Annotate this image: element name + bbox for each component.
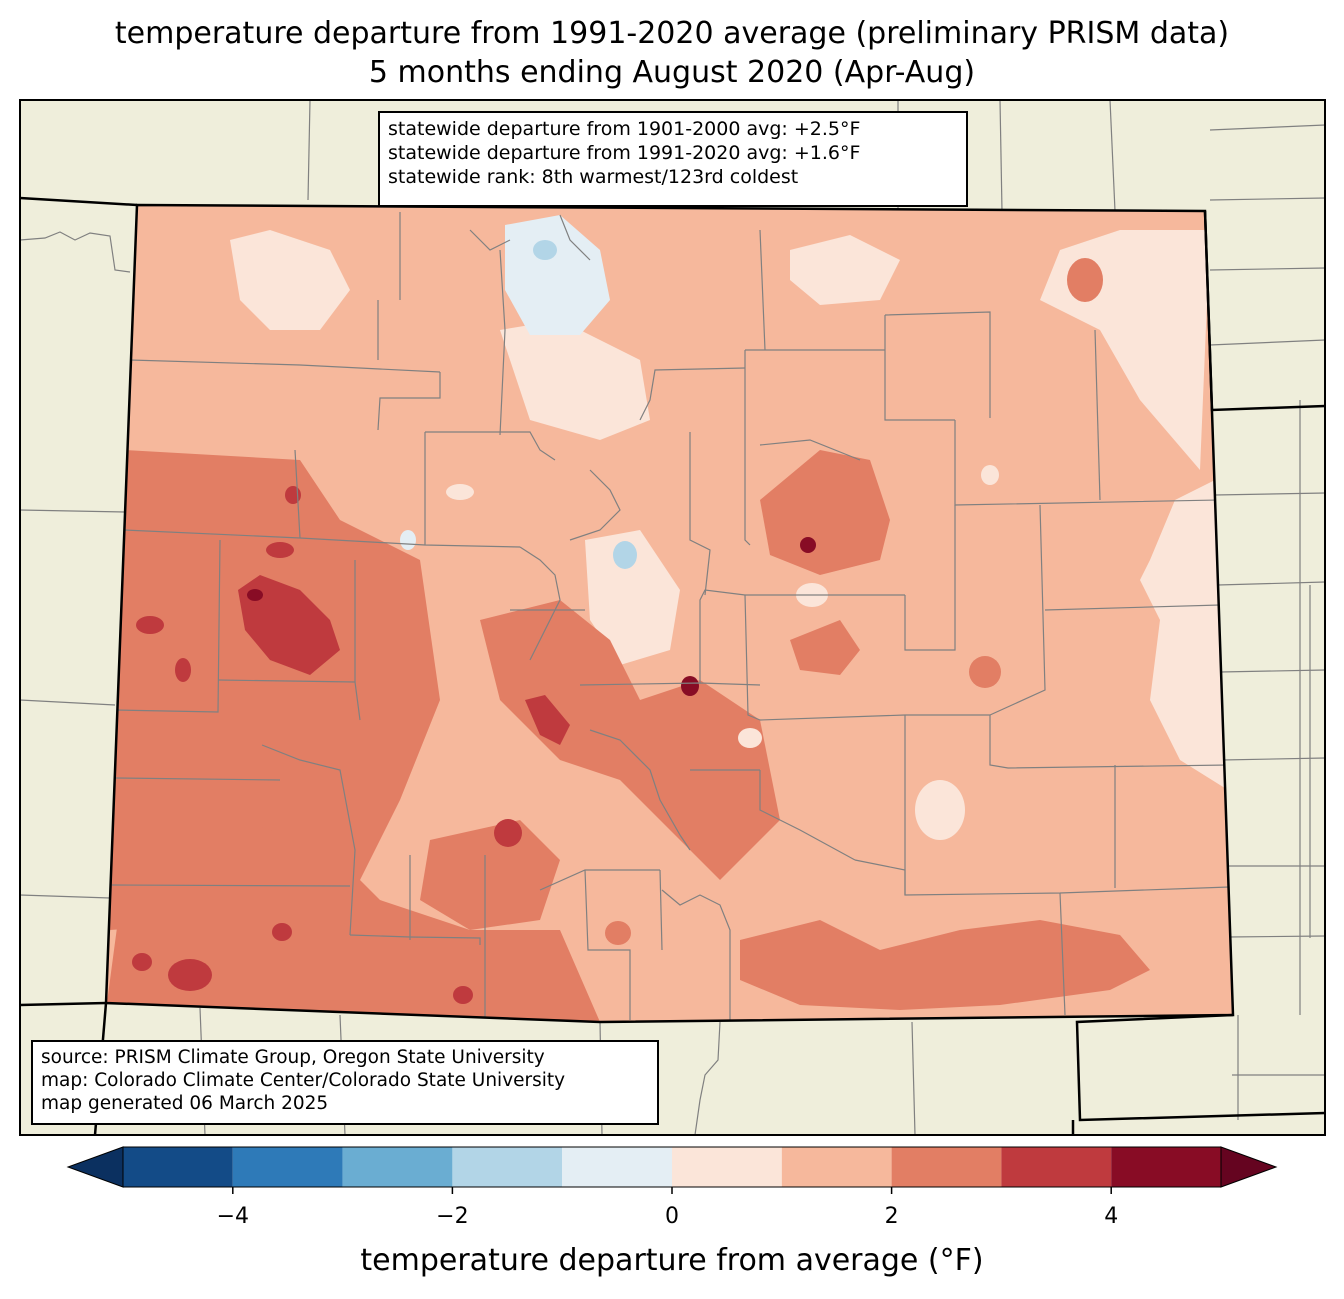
colorbar-bin-5: [672, 1147, 782, 1187]
colorbar-tick-label: 4: [1104, 1204, 1119, 1229]
colorbar-over-triangle: [1220, 1146, 1278, 1188]
colorbar-tick-label: −2: [436, 1204, 469, 1229]
county-lines: [111, 212, 1231, 1020]
colorbar-bin-8: [1001, 1147, 1112, 1187]
colorbar-label: temperature departure from average (°F): [360, 1243, 984, 1278]
colorbar-under-triangle: [66, 1146, 124, 1188]
map-title-line1: temperature departure from 1991-2020 ave…: [114, 16, 1230, 51]
map-frame: [19, 99, 1326, 1136]
map-credit-line: map: Colorado Climate Center/Colorado St…: [41, 1070, 566, 1091]
stats-departure-1901-2000: statewide departure from 1901-2000 avg: …: [388, 118, 861, 140]
statewide-stats-box: statewide departure from 1901-2000 avg: …: [378, 111, 968, 207]
colorbar-bin-1: [232, 1147, 343, 1187]
colorbar-bin-3: [452, 1147, 563, 1187]
colorbar-bin-9: [1111, 1147, 1221, 1187]
neighbor-county-lines: [20, 100, 1325, 1135]
colorbar-tick-label: 0: [665, 1204, 679, 1229]
colorbar-bin-4: [562, 1147, 672, 1187]
colorbar-bin-7: [891, 1147, 1002, 1187]
colorbar-bin-6: [781, 1147, 892, 1187]
colorbar-bin-0: [123, 1147, 233, 1187]
source-line: source: PRISM Climate Group, Oregon Stat…: [41, 1047, 545, 1068]
source-box: source: PRISM Climate Group, Oregon Stat…: [31, 1040, 659, 1125]
colorbar: [66, 1146, 1278, 1194]
colorado-border: [104, 203, 1235, 1024]
colorbar-tick-label: 2: [884, 1204, 899, 1229]
map-title-line2: 5 months ending August 2020 (Apr-Aug): [368, 55, 976, 90]
departure-field: [106, 205, 1233, 1022]
stats-rank: statewide rank: 8th warmest/123rd coldes…: [388, 166, 799, 188]
colorbar-bin-2: [342, 1147, 453, 1187]
stats-departure-1991-2020: statewide departure from 1991-2020 avg: …: [388, 142, 861, 164]
generated-date-line: map generated 06 March 2025: [41, 1093, 329, 1114]
colorbar-tick-label: −4: [216, 1204, 250, 1229]
